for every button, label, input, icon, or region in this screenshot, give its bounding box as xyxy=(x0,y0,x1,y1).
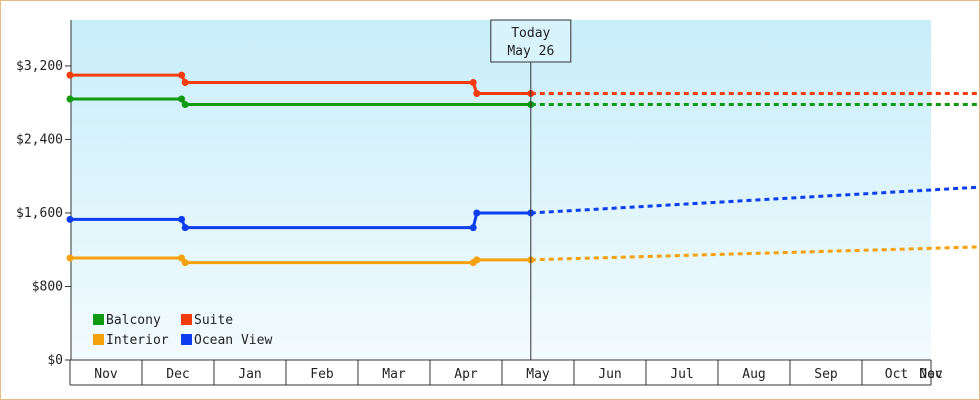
x-tick-label: Nov xyxy=(94,367,118,382)
legend-label: Interior xyxy=(106,333,169,348)
data-point xyxy=(66,95,74,103)
data-point xyxy=(181,224,189,232)
series-suite xyxy=(66,71,980,98)
plot-area xyxy=(71,20,931,360)
x-tick-label: Apr xyxy=(454,367,478,382)
x-tick-label: Mar xyxy=(382,367,406,382)
series-line xyxy=(70,73,531,96)
x-tick-label: Nov xyxy=(919,367,943,382)
x-tick-label: Jul xyxy=(670,367,693,382)
legend-item: Interior xyxy=(93,333,169,348)
series-forecast-line xyxy=(530,245,980,262)
legend-swatch xyxy=(181,314,192,325)
legend-label: Suite xyxy=(194,313,233,328)
series-line xyxy=(70,256,531,265)
data-point xyxy=(178,215,186,223)
legend-swatch xyxy=(93,334,104,345)
legend-item: Suite xyxy=(181,313,233,328)
today-label: Today xyxy=(511,26,550,41)
x-tick-label: Dec xyxy=(166,367,189,382)
series-balcony xyxy=(66,95,980,109)
data-point xyxy=(469,224,477,232)
x-tick-label: Jun xyxy=(598,367,621,382)
legend-item: Balcony xyxy=(93,313,161,328)
x-tick-label: Sep xyxy=(814,367,838,382)
legend: Balcony Suite Interior Ocean View xyxy=(93,313,272,348)
series-ocean-view xyxy=(66,185,980,232)
legend-item: Ocean View xyxy=(181,333,272,348)
legend-label: Ocean View xyxy=(194,333,272,348)
y-tick-label: $3,200 xyxy=(16,59,63,74)
x-tick-label: Dec xyxy=(919,367,942,382)
legend-swatch xyxy=(181,334,192,345)
x-tick-label: May xyxy=(526,367,550,382)
series-group xyxy=(66,71,980,267)
data-point xyxy=(66,71,74,79)
y-tick-label: $0 xyxy=(47,353,63,368)
series-forecast-line xyxy=(530,185,980,215)
data-point xyxy=(66,254,74,262)
data-point xyxy=(473,209,481,217)
series-line xyxy=(70,211,531,230)
x-axis: Nov Dec Jan Feb Mar Apr May Jun Jul Aug Sep Oct NovD… xyxy=(69,359,943,386)
data-point xyxy=(178,71,186,79)
y-tick-label: $800 xyxy=(32,279,63,294)
y-tick-label: $1,600 xyxy=(16,206,63,221)
data-point xyxy=(66,215,74,223)
legend-swatch xyxy=(93,314,104,325)
data-point xyxy=(469,78,477,86)
legend-label: Balcony xyxy=(106,313,161,328)
today-box xyxy=(490,19,572,63)
data-point xyxy=(178,95,186,103)
data-point xyxy=(473,256,481,264)
x-tick-label: Feb xyxy=(310,367,334,382)
y-axis: $0 $800 $1,600 $2,400 $3,200 xyxy=(16,20,72,368)
data-point xyxy=(181,101,189,109)
x-tick-label: Oct xyxy=(885,367,908,382)
today-date: May 26 xyxy=(507,44,554,59)
x-tick-label: Jan xyxy=(238,367,261,382)
x-tick-label: Aug xyxy=(742,367,765,382)
data-point xyxy=(473,90,481,98)
y-tick-label: $2,400 xyxy=(16,132,63,147)
data-point xyxy=(181,259,189,267)
data-point xyxy=(181,78,189,86)
today-marker: Today May 26 xyxy=(490,19,572,360)
